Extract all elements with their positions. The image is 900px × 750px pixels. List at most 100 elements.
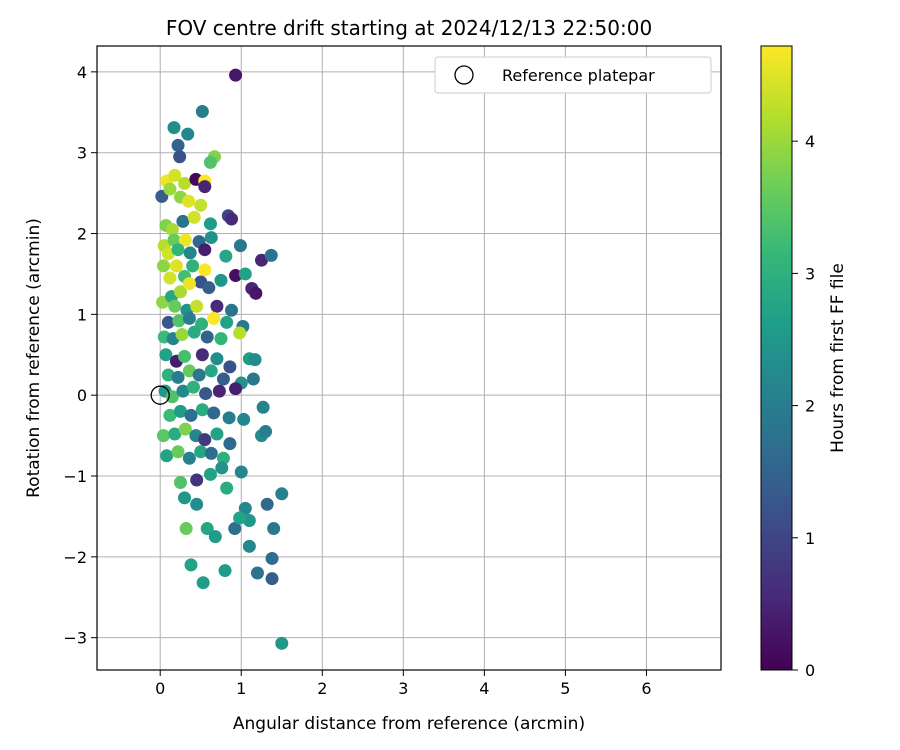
x-tick-label: 6 — [641, 679, 651, 698]
data-point — [182, 277, 196, 291]
data-point — [207, 406, 221, 420]
data-point — [202, 281, 216, 295]
data-point — [255, 253, 269, 267]
data-point — [229, 382, 243, 396]
data-point — [163, 408, 177, 422]
data-point — [178, 176, 192, 190]
data-point — [225, 303, 239, 317]
colorbar-tick-label: 4 — [805, 132, 815, 151]
data-point — [173, 404, 187, 418]
data-point — [259, 425, 273, 439]
data-point — [159, 348, 173, 362]
colorbar-tick-label: 0 — [805, 661, 815, 680]
data-point — [184, 558, 198, 572]
data-point — [214, 332, 228, 346]
x-tick-label: 1 — [236, 679, 246, 698]
data-point — [222, 411, 236, 425]
data-point — [173, 475, 187, 489]
data-point — [179, 522, 193, 536]
data-point — [186, 259, 200, 273]
data-point — [161, 368, 175, 382]
data-point — [181, 127, 195, 141]
data-point — [182, 194, 196, 208]
y-tick-label: 2 — [77, 225, 87, 244]
data-point — [265, 572, 279, 586]
data-point — [216, 451, 230, 465]
colorbar — [760, 45, 793, 671]
data-point — [156, 429, 170, 443]
reference-platepar-marker — [150, 385, 170, 405]
data-point — [190, 473, 204, 487]
x-tick-label: 4 — [479, 679, 489, 698]
data-point — [168, 427, 182, 441]
data-point — [200, 330, 214, 344]
reference-marker — [150, 385, 170, 405]
x-tick-label: 5 — [560, 679, 570, 698]
y-tick-label: −1 — [63, 467, 87, 486]
data-point — [210, 299, 224, 313]
data-point — [228, 522, 242, 536]
data-point — [216, 372, 230, 386]
data-point — [219, 249, 233, 263]
data-point — [198, 263, 212, 277]
data-point — [175, 328, 189, 342]
data-point — [168, 299, 182, 313]
y-tick-label: −2 — [63, 548, 87, 567]
colorbar-tick-label: 1 — [805, 529, 815, 548]
data-point — [161, 315, 175, 329]
data-point — [178, 233, 192, 247]
colorbar-tick-label: 3 — [805, 264, 815, 283]
data-point — [173, 150, 187, 164]
colorbar-ticks: 0 1 2 3 4 — [792, 132, 815, 680]
data-point — [184, 408, 198, 422]
data-point — [195, 348, 209, 362]
y-tick-label: −3 — [63, 629, 87, 648]
data-points — [155, 68, 289, 650]
data-point — [225, 212, 239, 226]
data-point — [161, 247, 175, 261]
data-point — [238, 267, 252, 281]
data-point — [229, 68, 243, 82]
data-point — [171, 445, 185, 459]
x-axis-label: Angular distance from reference (arcmin) — [233, 714, 585, 734]
data-point — [171, 370, 185, 384]
data-point — [204, 364, 218, 378]
legend: Reference platepar — [434, 56, 712, 94]
data-point — [178, 422, 192, 436]
data-point — [237, 412, 251, 426]
data-point — [210, 427, 224, 441]
data-point — [169, 259, 183, 273]
data-point — [223, 360, 237, 374]
legend-label: Reference platepar — [502, 66, 655, 85]
data-point — [260, 497, 274, 511]
x-tick-label: 2 — [317, 679, 327, 698]
y-tick-label: 0 — [77, 386, 87, 405]
data-point — [198, 180, 212, 194]
y-tick-label: 3 — [77, 144, 87, 163]
data-point — [194, 198, 208, 212]
data-point — [242, 513, 256, 527]
data-point — [248, 353, 262, 367]
data-point — [196, 576, 210, 590]
y-axis-ticks: −3 −2 −1 0 1 2 3 4 — [63, 63, 97, 648]
plot-frame — [96, 45, 722, 671]
data-point — [210, 352, 224, 366]
data-point — [215, 461, 229, 475]
data-point — [182, 311, 196, 325]
data-point — [198, 433, 212, 447]
data-point — [176, 384, 190, 398]
data-point — [165, 222, 179, 236]
data-point — [264, 248, 278, 262]
data-point — [249, 286, 263, 300]
data-point — [167, 121, 181, 135]
legend-reference-marker — [454, 65, 474, 85]
data-point — [233, 511, 247, 525]
data-point — [265, 551, 279, 565]
data-point — [156, 259, 170, 273]
data-point — [160, 449, 174, 463]
y-axis-label: Rotation from reference (arcmin) — [24, 218, 44, 498]
y-tick-label: 4 — [77, 63, 87, 82]
colorbar-label: Hours from first FF file — [828, 263, 848, 453]
data-point — [203, 467, 217, 481]
